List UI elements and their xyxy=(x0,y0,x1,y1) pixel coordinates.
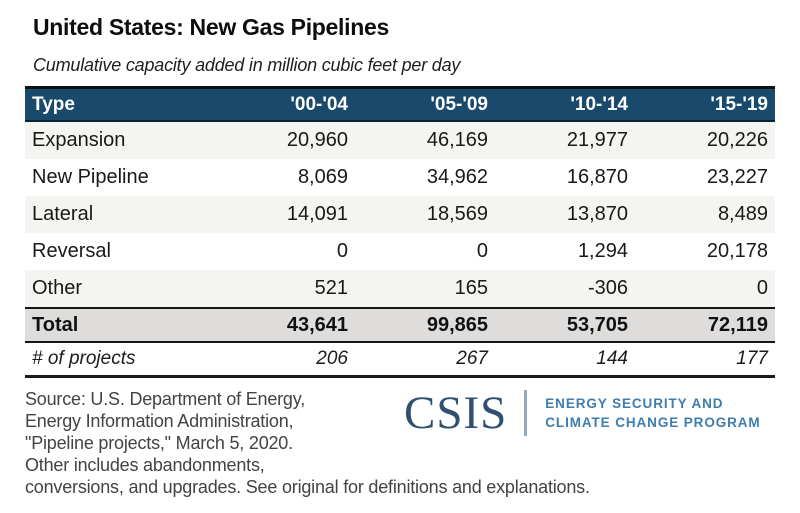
program-name: ENERGY SECURITY AND CLIMATE CHANGE PROGR… xyxy=(545,394,760,432)
table-row-reversal: Reversal 0 0 1,294 20,178 xyxy=(25,233,775,270)
program-line1: ENERGY SECURITY AND xyxy=(545,396,724,411)
pipelines-table: Type '00-'04 '05-'09 '10-'14 '15-'19 Exp… xyxy=(25,86,775,378)
cell-value: 0 xyxy=(756,277,768,299)
table-row-new-pipeline: New Pipeline 8,069 34,962 16,870 23,227 xyxy=(25,159,775,196)
program-line2: CLIMATE CHANGE PROGRAM xyxy=(545,415,761,430)
cell-value: 165 xyxy=(454,277,488,299)
projects-value: 144 xyxy=(596,348,628,369)
source-line: Energy Information Administration, xyxy=(25,411,294,431)
source-line: conversions, and upgrades. See original … xyxy=(25,477,590,497)
cell-value: 21,977 xyxy=(566,129,628,151)
cell-value: 16,870 xyxy=(566,166,628,188)
cell-value: 20,960 xyxy=(286,129,348,151)
table-row-projects: # of projects 206 267 144 177 xyxy=(25,343,775,378)
cell-value: 13,870 xyxy=(566,203,628,225)
cell-value: -306 xyxy=(587,277,628,299)
cell-value: 23,227 xyxy=(706,166,768,188)
source-line: Other includes abandonments, xyxy=(25,455,265,475)
header-cell-00-04: '00-'04 xyxy=(290,93,348,115)
header-cell-05-09: '05-'09 xyxy=(430,93,488,115)
projects-value: 206 xyxy=(316,348,348,369)
total-value: 43,641 xyxy=(286,313,348,336)
row-label: Expansion xyxy=(32,129,126,151)
table-row-other: Other 521 165 -306 0 xyxy=(25,270,775,307)
cell-value: 8,489 xyxy=(717,203,768,225)
row-label: Other xyxy=(32,277,83,299)
cell-value: 1,294 xyxy=(577,240,628,262)
logo-divider xyxy=(524,390,528,436)
page-title: United States: New Gas Pipelines xyxy=(33,14,389,40)
cell-value: 34,962 xyxy=(426,166,488,188)
cell-value: 46,169 xyxy=(426,129,488,151)
cell-value: 20,226 xyxy=(706,129,768,151)
header-cell-15-19: '15-'19 xyxy=(710,93,768,115)
projects-value: 177 xyxy=(736,348,768,369)
table-row-lateral: Lateral 14,091 18,569 13,870 8,489 xyxy=(25,196,775,233)
projects-label: # of projects xyxy=(32,348,136,369)
total-value: 99,865 xyxy=(426,313,488,336)
csis-wordmark: CSIS xyxy=(404,387,508,439)
table-header-row: Type '00-'04 '05-'09 '10-'14 '15-'19 xyxy=(25,86,775,122)
csis-logo: CSIS ENERGY SECURITY AND CLIMATE CHANGE … xyxy=(404,388,761,438)
page-subtitle: Cumulative capacity added in million cub… xyxy=(33,55,461,75)
cell-value: 0 xyxy=(336,240,348,262)
table-row-expansion: Expansion 20,960 46,169 21,977 20,226 xyxy=(25,122,775,159)
row-label: Lateral xyxy=(32,203,94,225)
row-label: Reversal xyxy=(32,240,111,262)
header-cell-type: Type xyxy=(32,93,75,115)
cell-value: 521 xyxy=(314,277,348,299)
total-value: 72,119 xyxy=(707,313,768,336)
source-note: Source: U.S. Department of Energy, Energ… xyxy=(25,388,590,498)
cell-value: 20,178 xyxy=(706,240,768,262)
source-line: Source: U.S. Department of Energy, xyxy=(25,389,305,409)
cell-value: 18,569 xyxy=(426,203,488,225)
row-label: New Pipeline xyxy=(32,166,149,188)
cell-value: 14,091 xyxy=(286,203,348,225)
total-value: 53,705 xyxy=(566,313,628,336)
table-row-total: Total 43,641 99,865 53,705 72,119 xyxy=(25,307,775,343)
projects-value: 267 xyxy=(456,348,488,369)
cell-value: 0 xyxy=(476,240,488,262)
source-line: "Pipeline projects," March 5, 2020. xyxy=(25,433,293,453)
cell-value: 8,069 xyxy=(297,166,348,188)
header-cell-10-14: '10-'14 xyxy=(570,93,628,115)
total-label: Total xyxy=(32,313,79,336)
